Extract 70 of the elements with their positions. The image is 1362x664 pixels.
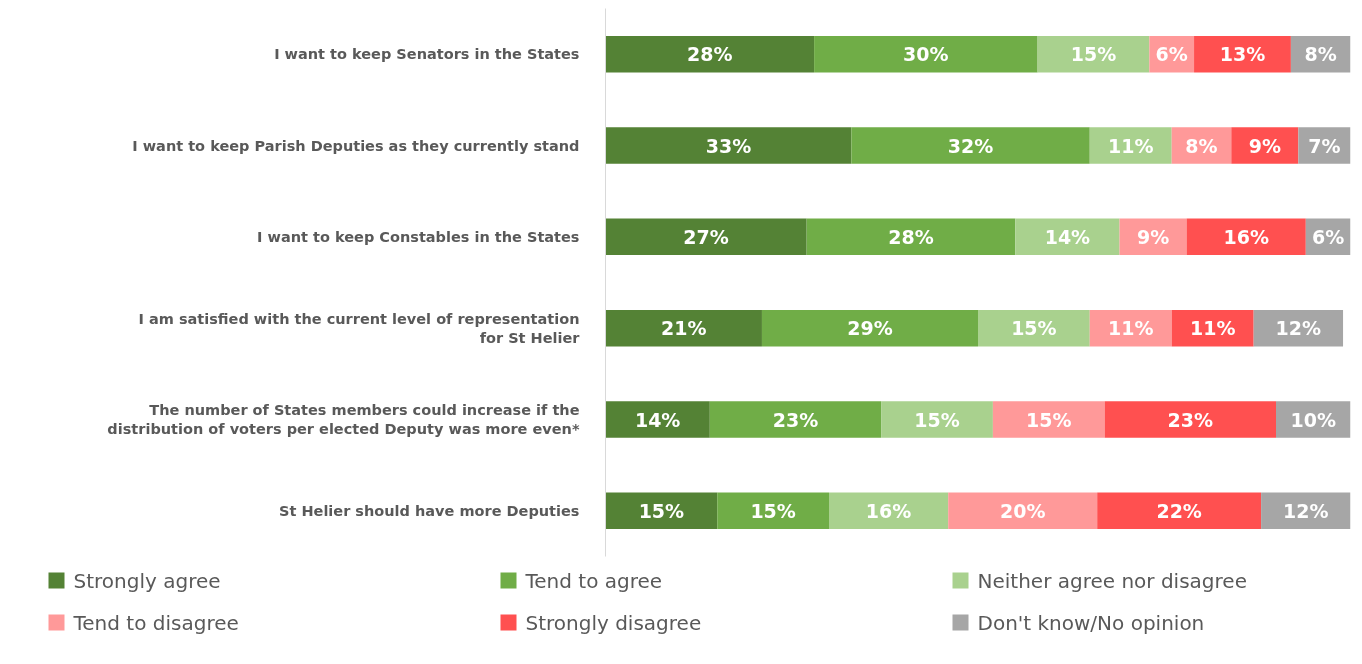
data-label: 11% xyxy=(1107,317,1154,340)
data-label: 9% xyxy=(1136,225,1170,248)
bar xyxy=(1186,218,1306,256)
bar xyxy=(806,218,1016,256)
bar xyxy=(814,35,1038,73)
data-label: 12% xyxy=(1275,317,1322,340)
bar xyxy=(1015,218,1120,256)
y-tick-label: I am satisfied with the current level of representation for St Helier xyxy=(138,310,581,346)
data-label: 16% xyxy=(1223,225,1269,248)
legend-label: Tend to disagree xyxy=(72,610,239,635)
data-label: 7% xyxy=(1308,134,1341,157)
data-label: 33% xyxy=(705,134,752,157)
bar xyxy=(948,492,1098,530)
bar xyxy=(992,401,1105,438)
legend-label: Neither agree nor disagree xyxy=(977,568,1247,593)
data-label: 22% xyxy=(1156,499,1202,522)
legend-label: Don't know/No opinion xyxy=(977,610,1205,635)
data-label: 14% xyxy=(1044,225,1091,248)
legend-label: Strongly agree xyxy=(73,568,221,593)
legend-label: Tend to agree xyxy=(524,568,663,593)
bar xyxy=(605,127,852,164)
data-label: 15% xyxy=(638,499,685,522)
bar xyxy=(709,401,882,438)
data-label: 16% xyxy=(865,499,912,522)
bar xyxy=(605,401,710,438)
data-label: 13% xyxy=(1219,43,1266,66)
y-tick-label: The number of States members could increase if the distribution of voters per elected Deputy was more even* xyxy=(107,401,580,438)
y-tick-label: I want to keep Parish Deputies as they currently stand xyxy=(132,137,580,154)
data-label: 27% xyxy=(683,225,729,248)
data-label: 21% xyxy=(660,317,707,340)
bar xyxy=(978,309,1090,347)
bar xyxy=(605,35,815,73)
data-label: 15% xyxy=(1026,408,1072,431)
bar xyxy=(1104,401,1276,438)
bar xyxy=(1231,127,1299,164)
data-label: 9% xyxy=(1248,134,1281,157)
bar xyxy=(761,309,978,347)
bar xyxy=(605,218,807,256)
data-label: 20% xyxy=(999,499,1046,522)
data-label: 12% xyxy=(1283,499,1329,522)
data-label: 15% xyxy=(1070,43,1117,66)
data-label: 11% xyxy=(1189,317,1236,340)
data-label: 11% xyxy=(1107,134,1154,157)
data-label: 15% xyxy=(1011,317,1057,340)
data-label: 30% xyxy=(903,43,949,66)
data-label: 6% xyxy=(1155,43,1188,66)
data-label: 15% xyxy=(750,499,796,522)
y-tick-label: I want to keep Constables in the States xyxy=(257,228,580,245)
bar xyxy=(1089,127,1172,164)
data-label: 10% xyxy=(1290,408,1336,431)
bar xyxy=(829,492,949,530)
data-label: 8% xyxy=(1185,134,1218,157)
data-label: 28% xyxy=(687,43,733,66)
data-label: 28% xyxy=(888,225,934,248)
data-label: 15% xyxy=(914,408,960,431)
data-label: 6% xyxy=(1312,225,1345,248)
bar xyxy=(717,492,829,530)
data-label: 8% xyxy=(1304,43,1337,66)
data-label: 23% xyxy=(772,408,819,431)
data-label: 23% xyxy=(1167,408,1214,431)
y-tick-label: St Helier should have more Deputies xyxy=(279,502,580,519)
data-label: 14% xyxy=(634,408,681,431)
bar xyxy=(881,401,993,438)
bar xyxy=(851,127,1090,164)
data-label: 32% xyxy=(947,134,994,157)
y-tick-label: I want to keep Senators in the States xyxy=(274,46,580,63)
data-label: 29% xyxy=(847,317,893,340)
legend-label: Strongly disagree xyxy=(525,610,702,635)
bar xyxy=(605,309,762,347)
bar xyxy=(1097,492,1262,530)
